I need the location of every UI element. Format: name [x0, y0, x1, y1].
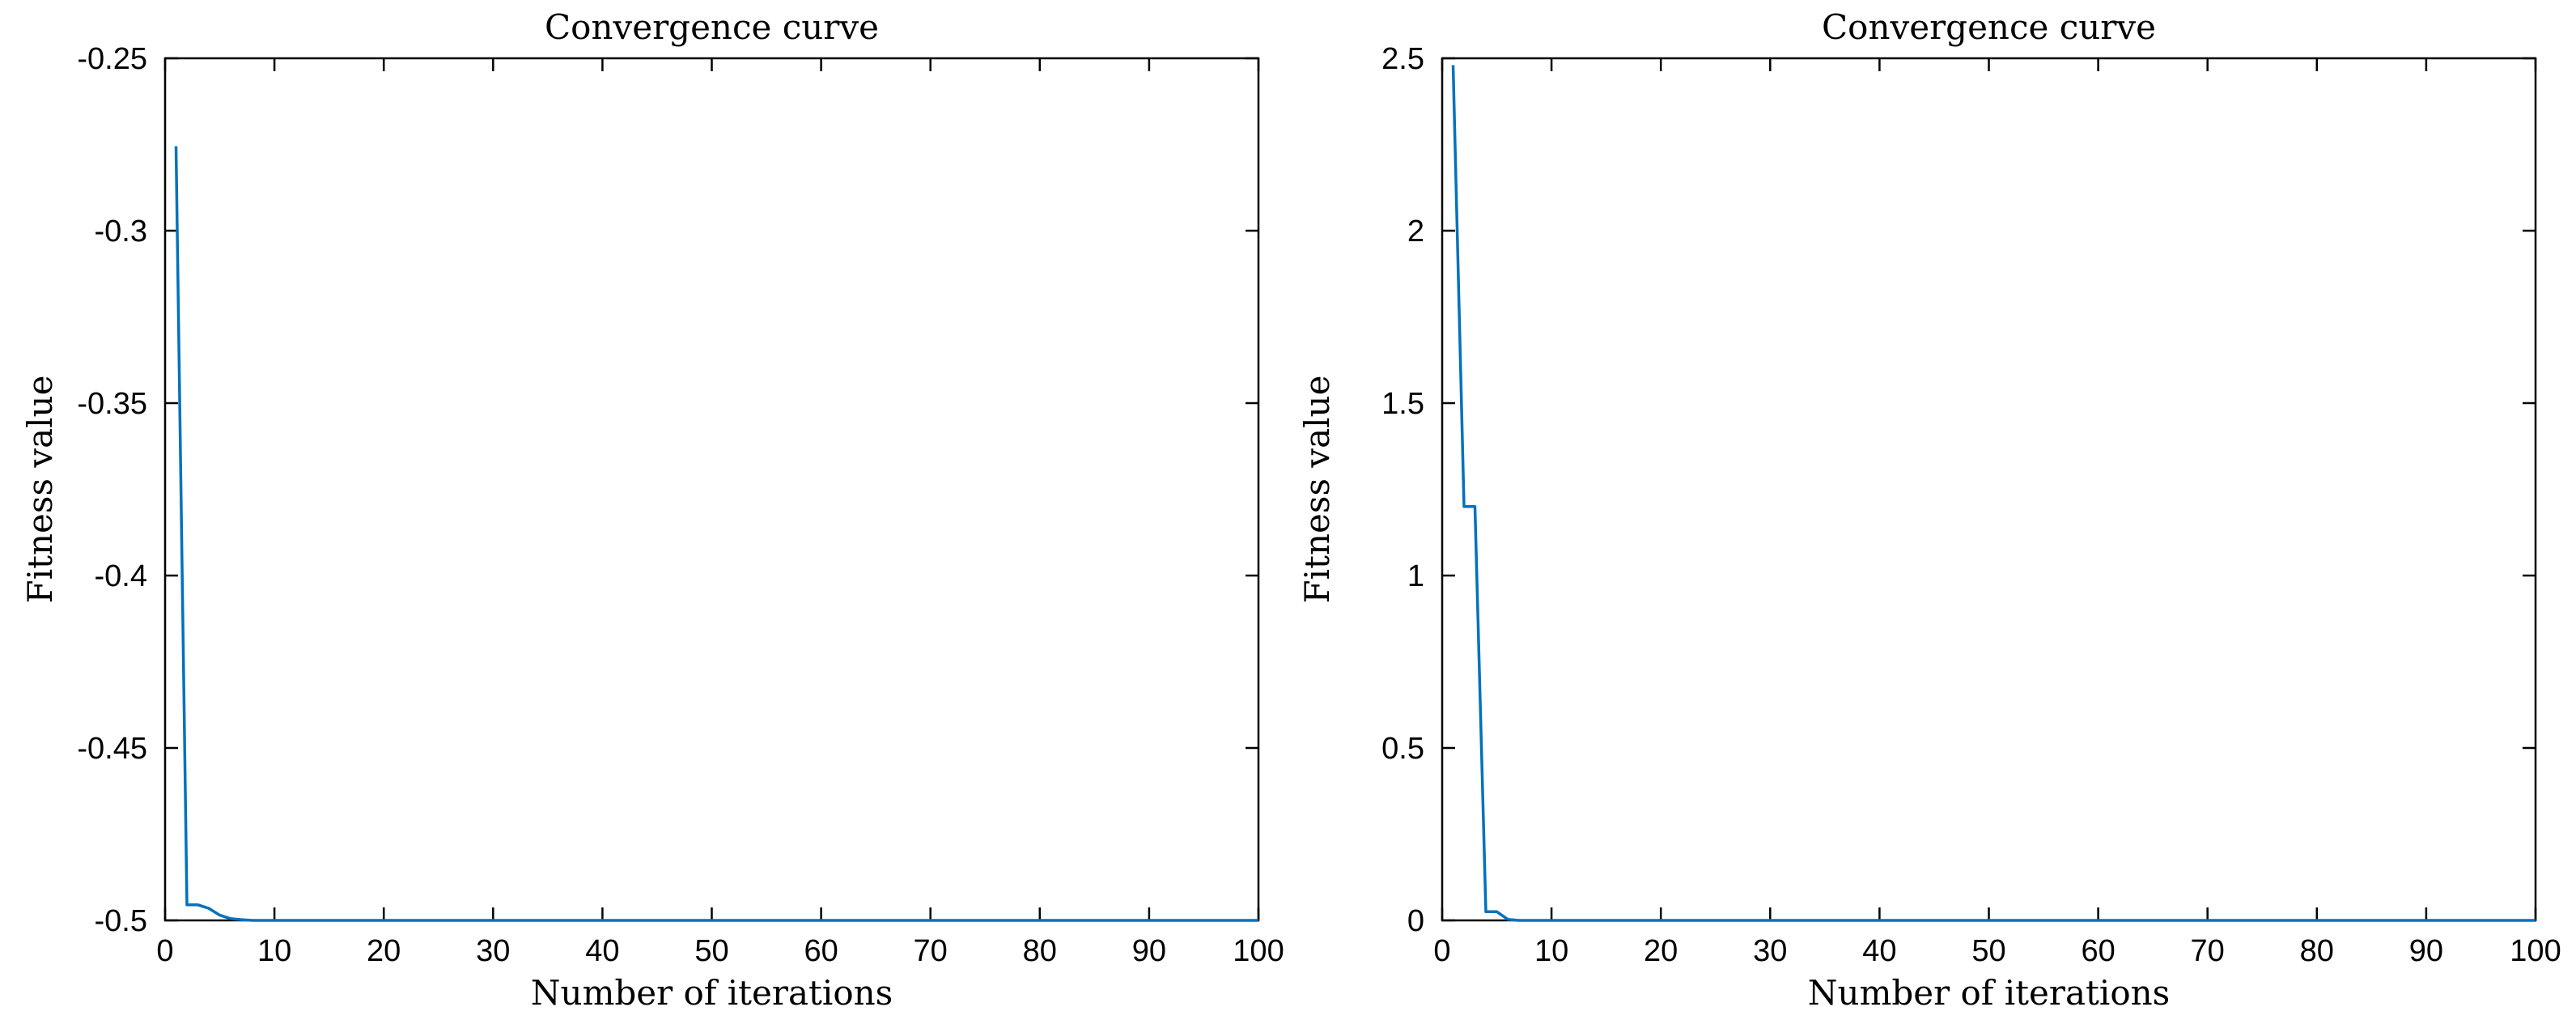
x-tick-label: 90 — [1132, 934, 1166, 968]
x-tick-label: 0 — [1433, 934, 1450, 968]
x-tick-label: 60 — [804, 934, 838, 968]
chart-title: Convergence curve — [1822, 7, 2156, 47]
y-tick-label: -0.4 — [95, 559, 147, 593]
y-tick-label: -0.45 — [77, 732, 147, 766]
x-tick-label: 30 — [476, 934, 510, 968]
x-tick-label: 0 — [156, 934, 173, 968]
x-tick-label: 10 — [1534, 934, 1568, 968]
y-tick-label: 0 — [1407, 904, 1424, 938]
x-tick-label: 40 — [585, 934, 619, 968]
x-tick-label: 20 — [367, 934, 401, 968]
x-tick-label: 100 — [1233, 934, 1284, 968]
y-tick-label: -0.5 — [95, 904, 147, 938]
y-tick-label: -0.35 — [77, 387, 147, 421]
y-tick-label: 1 — [1407, 559, 1424, 593]
x-tick-label: 70 — [2191, 934, 2225, 968]
plot-frame — [1441, 57, 2537, 922]
x-axis-label: Number of iterations — [1808, 973, 2170, 1013]
series-line — [1451, 65, 2536, 922]
y-tick-label: 0.5 — [1381, 732, 1424, 766]
chart-1: 0 10 20 30 40 50 60 70 80 90 100 -0.5 -0.45 -0.4 -0.35… — [20, 7, 1284, 1013]
y-axis-label: Fitness value — [1297, 376, 1337, 604]
y-tick-label: 2 — [1407, 215, 1424, 249]
y-tick-label: 1.5 — [1381, 387, 1424, 421]
x-tick-label: 40 — [1862, 934, 1896, 968]
x-tick-label: 60 — [2081, 934, 2115, 968]
x-tick-label: 100 — [2510, 934, 2561, 968]
series-line — [174, 146, 1258, 922]
y-tick-label: -0.25 — [77, 42, 147, 76]
x-tick-label: 70 — [914, 934, 948, 968]
y-axis-label: Fitness value — [20, 376, 60, 604]
chart-2: 0 10 20 30 40 50 60 70 80 90 100 0 0.5 1 1.5 2 2.5 Conver… — [1297, 7, 2561, 1013]
x-tick-label: 20 — [1644, 934, 1678, 968]
x-tick-label: 10 — [257, 934, 291, 968]
x-tick-label: 50 — [694, 934, 728, 968]
x-tick-label: 50 — [1971, 934, 2005, 968]
x-axis-label: Number of iterations — [531, 973, 893, 1013]
y-tick-label: 2.5 — [1381, 42, 1424, 76]
x-tick-label: 90 — [2409, 934, 2443, 968]
chart-title: Convergence curve — [545, 7, 879, 47]
x-tick-label: 80 — [2300, 934, 2334, 968]
y-tick-label: -0.3 — [95, 215, 147, 249]
x-tick-label: 80 — [1023, 934, 1057, 968]
x-tick-label: 30 — [1753, 934, 1787, 968]
plot-frame — [163, 57, 1260, 922]
